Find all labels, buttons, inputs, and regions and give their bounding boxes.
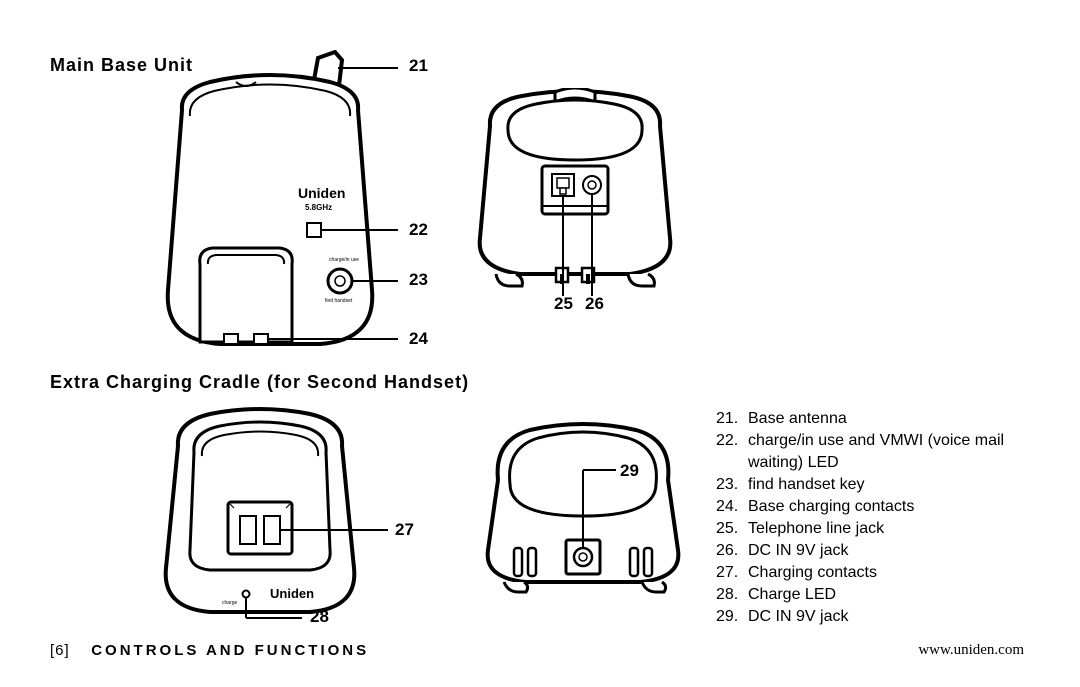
- legend-text: DC IN 9V jack: [748, 606, 848, 628]
- footer-left: [6] CONTROLS AND FUNCTIONS: [50, 642, 369, 659]
- callout-26: 26: [585, 294, 604, 314]
- callout-29: 29: [620, 461, 639, 481]
- legend-text: Charge LED: [748, 584, 836, 606]
- legend-text: charge/in use and VMWI (voice mail waiti…: [748, 430, 1036, 474]
- callout-23: 23: [409, 270, 428, 290]
- diagram-cradle-rear: [468, 410, 698, 600]
- legend-text: Base charging contacts: [748, 496, 914, 518]
- legend-text: find handset key: [748, 474, 865, 496]
- callout-25: 25: [554, 294, 573, 314]
- legend-text: DC IN 9V jack: [748, 540, 848, 562]
- legend-num: 22.: [716, 430, 748, 474]
- brand-on-cradle: Uniden: [270, 586, 314, 601]
- tiny-find-label: find handset: [325, 298, 353, 304]
- brand-on-body: Uniden: [298, 185, 345, 201]
- legend-num: 25.: [716, 518, 748, 540]
- legend-num: 29.: [716, 606, 748, 628]
- footer-section: CONTROLS AND FUNCTIONS: [91, 642, 369, 659]
- callout-22: 22: [409, 220, 428, 240]
- callout-28: 28: [310, 607, 329, 627]
- diagram-main-base-rear: [460, 88, 690, 298]
- legend-list: 21.Base antenna 22.charge/in use and VMW…: [716, 408, 1036, 628]
- callout-24: 24: [409, 329, 428, 349]
- legend-num: 26.: [716, 540, 748, 562]
- callout-21: 21: [409, 56, 428, 76]
- legend-text: Charging contacts: [748, 562, 877, 584]
- legend-num: 24.: [716, 496, 748, 518]
- diagram-cradle-front: Uniden charge: [140, 400, 390, 620]
- legend-num: 28.: [716, 584, 748, 606]
- diagram-main-base-front: Uniden Uniden 5.8GHz charge/in use find …: [140, 50, 400, 350]
- subbrand: 5.8GHz: [305, 203, 332, 212]
- title-extra: Extra Charging Cradle (for Second Handse…: [50, 372, 469, 393]
- footer-url: www.uniden.com: [918, 642, 1024, 659]
- legend-num: 27.: [716, 562, 748, 584]
- legend-text: Telephone line jack: [748, 518, 884, 540]
- legend-num: 23.: [716, 474, 748, 496]
- footer-page: [6]: [50, 642, 70, 659]
- tiny-charge-label: charge/in use: [329, 257, 359, 263]
- callout-27: 27: [395, 520, 414, 540]
- tiny-charge2: charge: [222, 600, 238, 606]
- legend-text: Base antenna: [748, 408, 847, 430]
- legend-num: 21.: [716, 408, 748, 430]
